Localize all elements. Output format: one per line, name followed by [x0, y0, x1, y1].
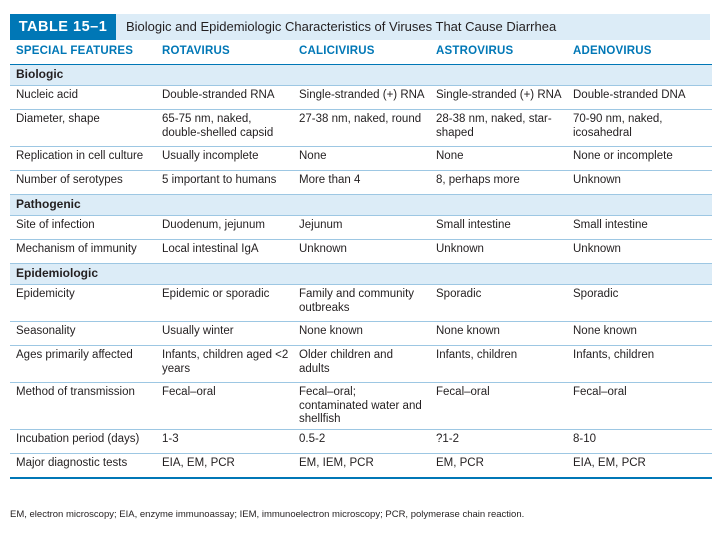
section-header-row: Biologic: [10, 64, 712, 86]
table-cell: 1-3: [156, 429, 293, 454]
table-cell: Usually winter: [156, 321, 293, 346]
table-cell: 65-75 nm, naked, double-shelled capsid: [156, 109, 293, 147]
table-cell: 8, perhaps more: [430, 170, 567, 195]
table-row: Major diagnostic tests EIA, EM, PCR EM, …: [10, 453, 712, 479]
section-header-row: Pathogenic: [10, 194, 712, 216]
table-cell: Small intestine: [430, 215, 567, 240]
table-cell: None known: [430, 321, 567, 346]
feature-cell: Number of serotypes: [10, 170, 156, 195]
table-cell: Small intestine: [567, 215, 712, 240]
table-footnote: EM, electron microscopy; EIA, enzyme imm…: [10, 509, 525, 520]
column-header: ROTAVIRUS: [156, 42, 293, 65]
table-cell: Fecal–oral: [156, 382, 293, 430]
table-row: Replication in cell culture Usually inco…: [10, 146, 712, 171]
table-cell: Single-stranded (+) RNA: [293, 85, 430, 110]
column-header: ADENOVIRUS: [567, 42, 712, 65]
table-title-bar: TABLE 15–1 Biologic and Epidemiologic Ch…: [10, 14, 710, 40]
header-row: SPECIAL FEATURES ROTAVIRUS CALICIVIRUS A…: [10, 42, 712, 65]
table-cell: None: [293, 146, 430, 171]
table-row: Incubation period (days) 1-3 0.5-2 ?1-2 …: [10, 429, 712, 454]
table-cell: Duodenum, jejunum: [156, 215, 293, 240]
feature-cell: Replication in cell culture: [10, 146, 156, 171]
feature-cell: Site of infection: [10, 215, 156, 240]
table-cell: Usually incomplete: [156, 146, 293, 171]
table-cell: Infants, children: [567, 345, 712, 383]
table-cell: Jejunum: [293, 215, 430, 240]
table-cell: Unknown: [430, 239, 567, 264]
table-cell: 70-90 nm, naked, icosahedral: [567, 109, 712, 147]
feature-cell: Diameter, shape: [10, 109, 156, 147]
table-cell: Unknown: [567, 170, 712, 195]
table-cell: Unknown: [293, 239, 430, 264]
section-header-row: Epidemiologic: [10, 263, 712, 285]
table-cell: Double-stranded RNA: [156, 85, 293, 110]
table-row: Epidemicity Epidemic or sporadic Family …: [10, 284, 712, 322]
section-title: Epidemiologic: [10, 263, 712, 285]
table-cell: 28-38 nm, naked, star-shaped: [430, 109, 567, 147]
table-title: Biologic and Epidemiologic Characteristi…: [126, 19, 557, 34]
feature-cell: Nucleic acid: [10, 85, 156, 110]
table-row: Diameter, shape 65-75 nm, naked, double-…: [10, 109, 712, 147]
table-cell: ?1-2: [430, 429, 567, 454]
table-row: Ages primarily affected Infants, childre…: [10, 345, 712, 383]
table-cell: Older children and adults: [293, 345, 430, 383]
table-cell: Infants, children: [430, 345, 567, 383]
feature-cell: Incubation period (days): [10, 429, 156, 454]
column-header: CALICIVIRUS: [293, 42, 430, 65]
table-cell: Epidemic or sporadic: [156, 284, 293, 322]
table-row: Method of transmission Fecal–oral Fecal–…: [10, 382, 712, 430]
table-cell: Infants, children aged <2 years: [156, 345, 293, 383]
table-cell: More than 4: [293, 170, 430, 195]
table-row: Site of infection Duodenum, jejunum Jeju…: [10, 215, 712, 240]
table-cell: Unknown: [567, 239, 712, 264]
table-row: Number of serotypes 5 important to human…: [10, 170, 712, 195]
table-cell: None known: [567, 321, 712, 346]
table-cell: Fecal–oral: [430, 382, 567, 430]
virus-characteristics-table: SPECIAL FEATURES ROTAVIRUS CALICIVIRUS A…: [10, 42, 712, 479]
table-row: Mechanism of immunity Local intestinal I…: [10, 239, 712, 264]
table-cell: EIA, EM, PCR: [156, 453, 293, 479]
feature-cell: Seasonality: [10, 321, 156, 346]
table-cell: Fecal–oral; contaminated water and shell…: [293, 382, 430, 430]
table-row: Nucleic acid Double-stranded RNA Single-…: [10, 85, 712, 110]
table-cell: 0.5-2: [293, 429, 430, 454]
table-cell: EM, PCR: [430, 453, 567, 479]
table-cell: Family and community outbreaks: [293, 284, 430, 322]
table-cell: Local intestinal IgA: [156, 239, 293, 264]
feature-cell: Ages primarily affected: [10, 345, 156, 383]
table-cell: 5 important to humans: [156, 170, 293, 195]
table-cell: 27-38 nm, naked, round: [293, 109, 430, 147]
feature-cell: Epidemicity: [10, 284, 156, 322]
table-cell: Double-stranded DNA: [567, 85, 712, 110]
table-cell: EM, IEM, PCR: [293, 453, 430, 479]
section-title: Pathogenic: [10, 194, 712, 216]
table-cell: None known: [293, 321, 430, 346]
feature-cell: Mechanism of immunity: [10, 239, 156, 264]
feature-cell: Method of transmission: [10, 382, 156, 430]
table-number-label: TABLE 15–1: [10, 14, 116, 40]
table-cell: None or incomplete: [567, 146, 712, 171]
table-cell: None: [430, 146, 567, 171]
column-header: SPECIAL FEATURES: [10, 42, 156, 65]
feature-cell: Major diagnostic tests: [10, 453, 156, 479]
table-row: Seasonality Usually winter None known No…: [10, 321, 712, 346]
table-cell: Single-stranded (+) RNA: [430, 85, 567, 110]
column-header: ASTROVIRUS: [430, 42, 567, 65]
table-cell: 8-10: [567, 429, 712, 454]
section-title: Biologic: [10, 64, 712, 86]
table-cell: Sporadic: [430, 284, 567, 322]
table-cell: EIA, EM, PCR: [567, 453, 712, 479]
table-cell: Sporadic: [567, 284, 712, 322]
table-cell: Fecal–oral: [567, 382, 712, 430]
